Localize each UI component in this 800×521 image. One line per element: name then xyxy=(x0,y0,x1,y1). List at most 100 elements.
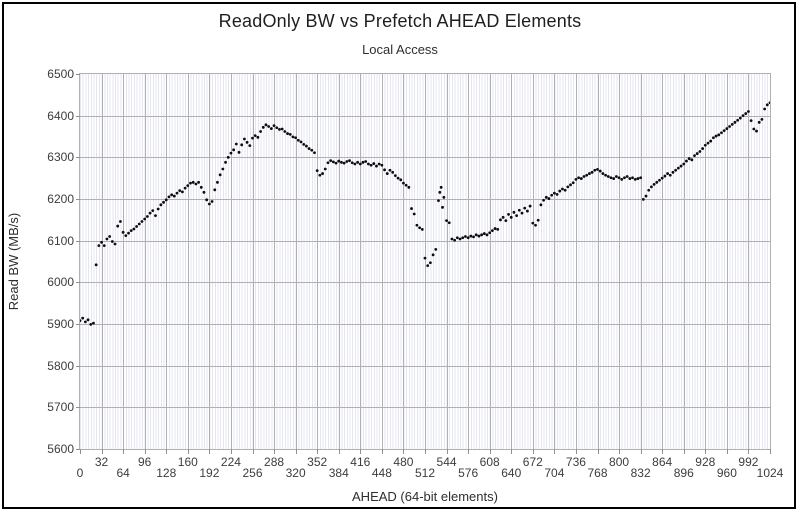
data-point xyxy=(272,124,276,128)
data-point xyxy=(631,176,634,180)
x-tick-mark xyxy=(597,449,599,454)
data-point xyxy=(544,195,548,199)
data-point xyxy=(410,207,413,210)
data-point xyxy=(393,174,397,178)
data-point xyxy=(269,127,273,130)
x-tick-label: 512 xyxy=(414,466,436,480)
x-tick-label: 608 xyxy=(479,455,500,469)
vertical-gridline xyxy=(187,74,189,449)
data-point xyxy=(760,118,764,121)
data-point xyxy=(105,237,109,241)
x-tick-mark xyxy=(619,449,621,454)
data-point xyxy=(412,212,416,216)
data-point xyxy=(464,235,467,238)
data-point xyxy=(350,161,354,165)
data-point xyxy=(113,242,117,246)
data-point xyxy=(438,190,442,194)
data-point xyxy=(666,172,669,175)
data-point xyxy=(469,234,473,238)
data-point xyxy=(267,125,271,128)
data-point xyxy=(698,150,702,153)
data-point xyxy=(377,162,381,166)
data-point xyxy=(590,170,594,174)
data-point xyxy=(132,227,136,231)
x-tick-mark xyxy=(317,449,319,454)
x-tick-label: 192 xyxy=(199,466,220,480)
data-point xyxy=(108,235,112,238)
data-point xyxy=(321,172,324,175)
data-point xyxy=(396,176,400,180)
data-point xyxy=(313,151,316,155)
x-tick-mark xyxy=(252,449,254,454)
data-point xyxy=(92,321,95,325)
data-point xyxy=(593,168,597,172)
x-tick-label: 992 xyxy=(738,455,759,469)
data-point xyxy=(453,238,457,242)
data-point xyxy=(623,176,626,180)
x-tick-mark xyxy=(274,449,276,454)
data-point xyxy=(434,248,438,251)
data-point xyxy=(441,205,444,209)
plot-area xyxy=(79,73,771,450)
data-point xyxy=(526,209,529,213)
x-tick-label: 352 xyxy=(307,455,328,469)
data-point xyxy=(102,244,106,248)
data-point xyxy=(264,123,268,127)
x-tick-label: 800 xyxy=(609,455,630,469)
data-point xyxy=(137,222,141,226)
x-tick-mark xyxy=(489,449,491,454)
data-point xyxy=(189,181,192,185)
data-point xyxy=(391,170,395,174)
data-point xyxy=(555,193,559,196)
data-point xyxy=(539,203,543,207)
x-tick-mark xyxy=(166,449,168,454)
data-point xyxy=(428,261,432,265)
y-tick-label: 5700 xyxy=(47,400,74,415)
data-point xyxy=(232,148,236,152)
data-point xyxy=(439,185,443,189)
vertical-gridline xyxy=(597,74,599,449)
data-point xyxy=(461,236,465,240)
vertical-gridline xyxy=(123,74,125,449)
data-point xyxy=(234,142,238,146)
y-tick-mark xyxy=(76,74,80,75)
x-tick-label: 736 xyxy=(565,455,586,469)
data-point xyxy=(291,135,295,139)
x-tick-label: 640 xyxy=(501,466,522,480)
data-point xyxy=(466,236,470,240)
x-tick-mark xyxy=(360,449,362,454)
data-point xyxy=(199,185,203,189)
data-point xyxy=(658,178,661,182)
data-point xyxy=(186,184,190,188)
data-point xyxy=(747,110,750,113)
data-point xyxy=(418,226,422,230)
data-point xyxy=(703,143,707,147)
y-tick-label: 6200 xyxy=(47,192,74,206)
data-point xyxy=(145,215,149,218)
data-point xyxy=(286,132,289,135)
x-tick-label: 704 xyxy=(544,466,565,480)
data-point xyxy=(323,167,327,171)
data-point xyxy=(472,235,475,239)
data-point xyxy=(450,237,454,241)
data-point xyxy=(501,215,505,219)
data-point xyxy=(383,168,386,172)
data-point xyxy=(612,177,616,180)
data-point xyxy=(86,318,90,322)
data-point xyxy=(488,231,492,235)
data-point xyxy=(722,129,726,133)
y-tick-mark xyxy=(76,407,80,409)
data-point xyxy=(728,125,731,128)
y-axis-label: Read BW (MB/s) xyxy=(6,212,21,311)
x-tick-label: 96 xyxy=(138,455,152,469)
data-point xyxy=(493,227,497,230)
vertical-gridline xyxy=(144,74,146,449)
data-point xyxy=(499,218,502,222)
data-point xyxy=(172,194,176,198)
data-point xyxy=(307,147,311,150)
y-tick-label: 5900 xyxy=(47,317,74,331)
data-point xyxy=(725,127,729,130)
data-point xyxy=(738,116,742,120)
vertical-gridline xyxy=(511,74,513,449)
data-point xyxy=(714,134,718,138)
